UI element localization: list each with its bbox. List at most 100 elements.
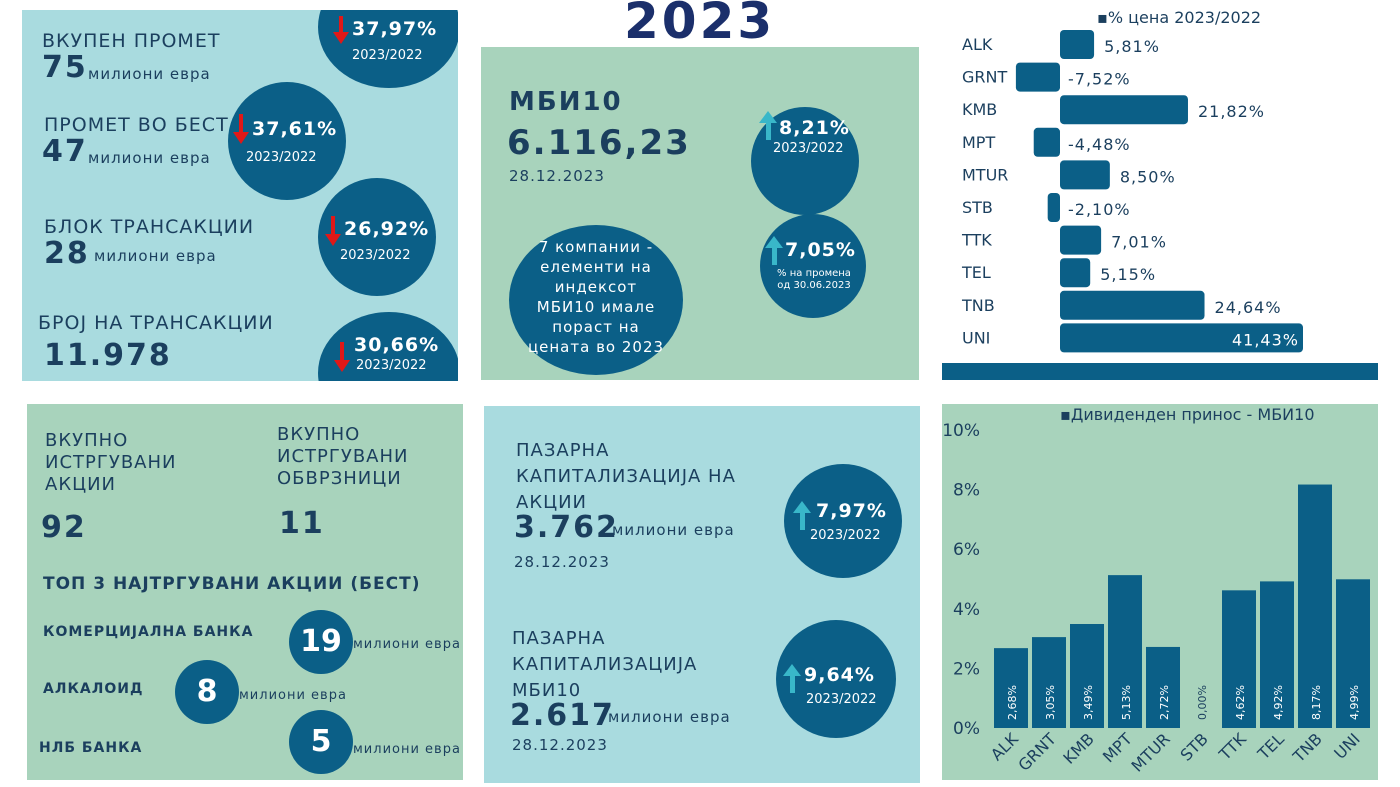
bar-uni: [1060, 323, 1303, 353]
bar-mpt: [1108, 575, 1142, 728]
data-label-uni: 4,99%: [1348, 685, 1361, 720]
category-label-mtur: MTUR: [962, 165, 1008, 184]
shares-cap-change-circle: 7,97% 2023/2022: [784, 464, 902, 578]
bar-tel: [1260, 581, 1294, 728]
data-label-stb: -2,10%: [1068, 200, 1131, 219]
best-turnover-change-circle: 37,61% 2023/2022: [228, 82, 346, 200]
up-arrow-icon: [772, 247, 777, 265]
down-arrow-icon: [331, 216, 335, 234]
category-label-kmb: KMB: [1059, 729, 1097, 767]
category-label-grnt: GRNT: [1014, 729, 1060, 775]
price-change-chart-panel: ▪% цена 2023/2022 ALK 5,81% GRNT -7,52% KMB 21…: [942, 8, 1378, 380]
data-label-tel: 4,92%: [1272, 685, 1285, 720]
block-trades-change-circle: 26,92% 2023/2022: [318, 178, 436, 296]
chart-title: ▪Дивиденден принос - МБИ10: [1060, 405, 1315, 424]
top3-name-1: КОМЕРЦИЈАЛНА БАНКА: [43, 624, 254, 640]
down-arrow-icon: [340, 342, 344, 360]
y-tick-label: 10%: [942, 421, 980, 441]
up-arrow-icon: [800, 512, 805, 530]
category-label-kmb: KMB: [962, 100, 997, 119]
data-label-ttk: 7,01%: [1111, 233, 1167, 252]
down-arrow-head: [333, 32, 349, 44]
companies-note: 7 компании - елементи на индексот МБИ10 …: [527, 238, 665, 356]
transactions-value: 11.978: [44, 338, 172, 373]
best-turnover-unit: милиони евра: [88, 149, 211, 167]
bar-grnt: [1032, 637, 1066, 728]
market-cap-panel: ПАЗАРНА КАПИТАЛИЗАЦИЈА НА АКЦИИ 3.762 ми…: [484, 406, 920, 783]
category-label-ttk: TTK: [961, 231, 992, 250]
total-turnover-change: 37,97%: [352, 18, 438, 40]
top3-value-1: 19: [300, 624, 342, 659]
bonds-traded-value: 11: [279, 506, 325, 541]
mbi10-change-half-year: 7,05%: [785, 239, 856, 261]
price-change-chart: ▪% цена 2023/2022 ALK 5,81% GRNT -7,52% KMB 21…: [942, 8, 1378, 380]
data-label-mpt: -4,48%: [1068, 135, 1131, 154]
block-trades-period: 2023/2022: [340, 248, 411, 263]
bar-stb: [1047, 193, 1060, 222]
mbi-cap-period: 2023/2022: [806, 692, 877, 707]
down-arrow-icon: [239, 114, 243, 132]
data-label-kmb: 3,49%: [1082, 685, 1095, 720]
top3-title: ТОП 3 НАЈТРГУВАНИ АКЦИИ (БЕСТ): [43, 574, 421, 594]
data-label-alk: 2,68%: [1006, 685, 1019, 720]
category-label-tnb: TNB: [1289, 729, 1326, 766]
total-turnover-period: 2023/2022: [352, 48, 423, 63]
data-label-ttk: 4,62%: [1234, 685, 1247, 720]
bar-grnt: [1015, 62, 1060, 92]
total-turnover-label: ВКУПЕН ПРОМЕТ: [42, 30, 221, 52]
y-tick-label: 8%: [953, 481, 980, 501]
data-label-stb: 0,00%: [1196, 685, 1209, 720]
category-label-tnb: TNB: [961, 296, 995, 315]
up-arrow-head: [765, 236, 783, 248]
data-label-tnb: 24,64%: [1215, 298, 1282, 317]
mbi10-change-circle: 8,21% 2023/2022: [751, 107, 859, 215]
mbi10-value: 6.116,23: [507, 123, 691, 163]
best-turnover-period: 2023/2022: [246, 150, 317, 165]
block-trades-value: 28: [44, 236, 90, 271]
transactions-change: 30,66%: [354, 334, 440, 356]
category-label-mtur: MTUR: [1128, 729, 1174, 775]
bar-ttk: [1222, 590, 1256, 728]
bar-tnb: [1060, 290, 1205, 320]
y-tick-label: 2%: [953, 659, 980, 679]
block-trades-unit: милиони евра: [94, 247, 217, 265]
bar-alk: [1060, 30, 1095, 59]
up-arrow-icon: [790, 675, 795, 693]
transactions-period: 2023/2022: [356, 358, 427, 373]
traded-securities-panel: ВКУПНО ИСТРГУВАНИ АКЦИИ 92 ВКУПНО ИСТРГУ…: [27, 404, 463, 780]
down-arrow-head: [334, 360, 350, 372]
data-label-mtur: 2,72%: [1158, 685, 1171, 720]
category-label-grnt: GRNT: [962, 68, 1007, 87]
data-label-mtur: 8,50%: [1120, 167, 1176, 186]
top3-unit-2: милиони евра: [239, 688, 347, 703]
data-label-tel: 5,15%: [1100, 265, 1156, 284]
mbi-cap-label: ПАЗАРНА КАПИТАЛИЗАЦИЈА МБИ10: [512, 628, 698, 701]
chart-footer-band: [942, 363, 1378, 380]
category-label-stb: STB: [1177, 729, 1212, 764]
bonds-traded-label: ВКУПНО ИСТРГУВАНИ ОБВРЗНИЦИ: [277, 424, 409, 489]
mbi-cap-value: 2.617: [510, 698, 615, 733]
mbi-cap-change: 9,64%: [804, 664, 875, 686]
down-arrow-icon: [339, 16, 343, 32]
y-tick-label: 0%: [953, 719, 980, 739]
mbi10-half-year-circle: 7,05% % на промена од 30.06.2023: [760, 214, 866, 318]
bar-tnb: [1298, 484, 1332, 728]
bar-kmb: [1070, 623, 1104, 728]
mbi-cap-change-circle: 9,64% 2023/2022: [776, 620, 896, 738]
mbi10-panel: МБИ10 6.116,23 28.12.2023 8,21% 2023/202…: [481, 47, 919, 380]
bar-uni: [1336, 579, 1370, 728]
block-trades-label: БЛОК ТРАНСАКЦИИ: [44, 216, 255, 238]
bar-tel: [1060, 258, 1091, 288]
mbi10-period-yoy: 2023/2022: [773, 141, 844, 156]
data-label-tnb: 8,17%: [1310, 685, 1323, 720]
up-arrow-icon: [766, 122, 771, 140]
best-turnover-value: 47: [42, 134, 88, 169]
data-label-alk: 5,81%: [1104, 37, 1160, 56]
bar-ttk: [1060, 225, 1102, 255]
page-title: 2023: [624, 0, 776, 50]
y-tick-label: 6%: [953, 540, 980, 560]
category-label-stb: STB: [962, 198, 993, 217]
top3-circle-1: 19: [289, 610, 353, 674]
category-label-tel: TEL: [1253, 729, 1288, 764]
data-label-uni: 41,43%: [1232, 330, 1299, 349]
